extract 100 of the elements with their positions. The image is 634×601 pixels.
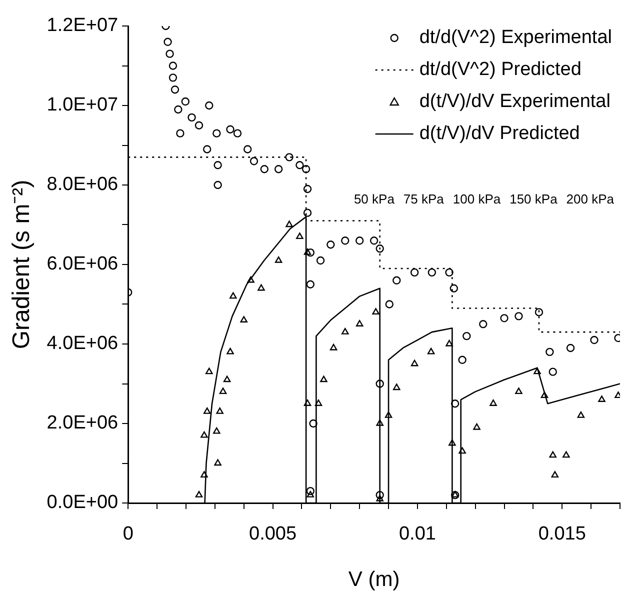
point	[376, 244, 384, 253]
point	[392, 276, 401, 284]
point	[450, 284, 458, 292]
point	[170, 86, 180, 94]
point	[392, 384, 400, 390]
point	[286, 220, 293, 228]
point	[490, 400, 497, 406]
x-tick-label: 0	[122, 524, 134, 545]
point	[356, 320, 364, 326]
point	[206, 368, 213, 374]
point	[500, 314, 508, 322]
point	[410, 360, 418, 366]
point	[164, 38, 172, 46]
point	[203, 145, 212, 154]
y-tick-label: 1.2E+07	[46, 15, 118, 36]
point	[428, 268, 436, 277]
point	[274, 256, 282, 263]
point	[458, 356, 466, 364]
point	[219, 388, 227, 394]
annotation: 50 kPa	[354, 192, 396, 207]
point	[450, 400, 460, 408]
point	[216, 407, 224, 414]
point	[410, 268, 419, 277]
point	[577, 411, 585, 418]
point	[247, 276, 254, 283]
point	[326, 240, 335, 249]
y-tick-label: 6.0E+06	[46, 254, 118, 275]
point	[309, 419, 318, 428]
point	[534, 368, 541, 374]
point	[285, 153, 294, 162]
point	[598, 396, 606, 402]
point	[214, 161, 222, 170]
point	[385, 300, 394, 308]
point	[304, 400, 312, 406]
y-tick-label: 2.0E+06	[46, 412, 118, 434]
point	[372, 308, 380, 315]
point	[213, 427, 220, 434]
point	[303, 208, 312, 217]
point	[515, 388, 522, 394]
point	[330, 344, 338, 350]
point	[244, 145, 252, 154]
point	[306, 490, 314, 498]
point	[446, 340, 453, 346]
point	[212, 129, 221, 138]
point	[384, 411, 392, 418]
point	[479, 320, 488, 328]
y-tick-label: 8.0E+06	[46, 174, 118, 196]
point	[194, 121, 204, 130]
legend-label: d(t/V)/dV Predicted	[419, 123, 580, 144]
point	[306, 486, 314, 496]
annotation: 75 kPa	[403, 192, 445, 207]
point	[214, 459, 222, 466]
x-axis-title: V (m)	[348, 568, 400, 592]
point	[314, 400, 322, 406]
point	[233, 129, 242, 138]
point	[195, 490, 203, 498]
point	[214, 180, 222, 190]
point	[458, 447, 466, 454]
point	[316, 256, 325, 265]
point	[168, 62, 178, 70]
point	[226, 125, 234, 134]
point	[514, 312, 523, 320]
point	[320, 376, 328, 382]
y-axis-title: Gradient (s m⁻²)	[8, 180, 36, 350]
annotation: 200 kPa	[566, 192, 615, 207]
point	[376, 494, 384, 502]
point	[166, 50, 174, 58]
point	[473, 423, 480, 430]
point	[534, 308, 544, 316]
point	[258, 284, 265, 291]
point	[230, 292, 237, 299]
point	[562, 451, 570, 458]
y-tick-label: 1.0E+07	[46, 94, 118, 116]
point	[549, 451, 557, 458]
point	[548, 368, 557, 376]
y-tick-label: 0.0E+00	[46, 492, 118, 514]
point	[341, 328, 349, 334]
point	[260, 165, 268, 174]
point	[181, 97, 190, 106]
annotation: 100 kPa	[452, 192, 502, 207]
x-tick-label: 0.01	[398, 524, 436, 545]
point	[200, 431, 208, 438]
point	[168, 74, 178, 82]
point	[551, 471, 559, 478]
point	[546, 348, 554, 356]
point	[200, 471, 208, 478]
point	[203, 407, 211, 414]
point	[302, 165, 310, 174]
point	[274, 165, 283, 174]
point	[296, 232, 304, 240]
legend-label: dt/d(V^2) Experimental	[419, 27, 612, 48]
y-tick-label: 4.0E+06	[46, 333, 118, 354]
point	[462, 332, 471, 340]
point	[445, 268, 454, 277]
point	[250, 157, 258, 166]
point	[376, 380, 384, 388]
point	[188, 113, 196, 122]
point	[174, 105, 182, 114]
point	[540, 392, 548, 398]
point	[304, 248, 312, 255]
